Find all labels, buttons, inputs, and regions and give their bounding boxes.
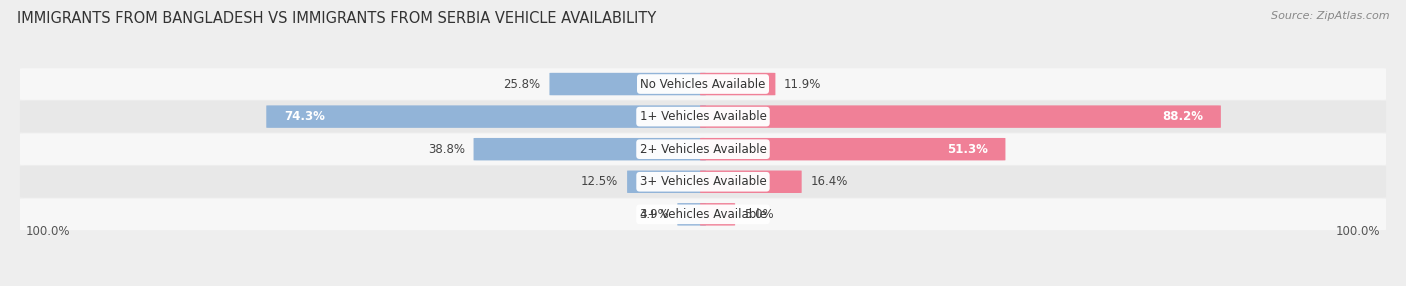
Text: 38.8%: 38.8%	[427, 143, 465, 156]
Text: IMMIGRANTS FROM BANGLADESH VS IMMIGRANTS FROM SERBIA VEHICLE AVAILABILITY: IMMIGRANTS FROM BANGLADESH VS IMMIGRANTS…	[17, 11, 657, 26]
FancyBboxPatch shape	[20, 68, 1386, 100]
Text: 88.2%: 88.2%	[1163, 110, 1204, 123]
Text: 5.0%: 5.0%	[744, 208, 773, 221]
Text: 3.9%: 3.9%	[638, 208, 669, 221]
FancyBboxPatch shape	[700, 170, 801, 193]
FancyBboxPatch shape	[20, 166, 1386, 198]
Text: 16.4%: 16.4%	[810, 175, 848, 188]
Text: 12.5%: 12.5%	[581, 175, 619, 188]
Text: 11.9%: 11.9%	[785, 78, 821, 91]
Text: 4+ Vehicles Available: 4+ Vehicles Available	[640, 208, 766, 221]
FancyBboxPatch shape	[20, 101, 1386, 132]
FancyBboxPatch shape	[550, 73, 706, 95]
FancyBboxPatch shape	[700, 105, 1220, 128]
FancyBboxPatch shape	[627, 170, 706, 193]
Text: 3+ Vehicles Available: 3+ Vehicles Available	[640, 175, 766, 188]
Text: 1+ Vehicles Available: 1+ Vehicles Available	[640, 110, 766, 123]
Text: 51.3%: 51.3%	[948, 143, 988, 156]
FancyBboxPatch shape	[20, 198, 1386, 230]
Text: Source: ZipAtlas.com: Source: ZipAtlas.com	[1271, 11, 1389, 21]
FancyBboxPatch shape	[678, 203, 706, 226]
Text: No Vehicles Available: No Vehicles Available	[640, 78, 766, 91]
FancyBboxPatch shape	[474, 138, 706, 160]
Text: 2+ Vehicles Available: 2+ Vehicles Available	[640, 143, 766, 156]
Text: 100.0%: 100.0%	[25, 225, 70, 238]
Text: 25.8%: 25.8%	[503, 78, 541, 91]
Text: 74.3%: 74.3%	[284, 110, 325, 123]
FancyBboxPatch shape	[700, 138, 1005, 160]
FancyBboxPatch shape	[20, 133, 1386, 165]
FancyBboxPatch shape	[700, 203, 735, 226]
FancyBboxPatch shape	[266, 105, 706, 128]
Text: 100.0%: 100.0%	[1336, 225, 1381, 238]
FancyBboxPatch shape	[700, 73, 775, 95]
